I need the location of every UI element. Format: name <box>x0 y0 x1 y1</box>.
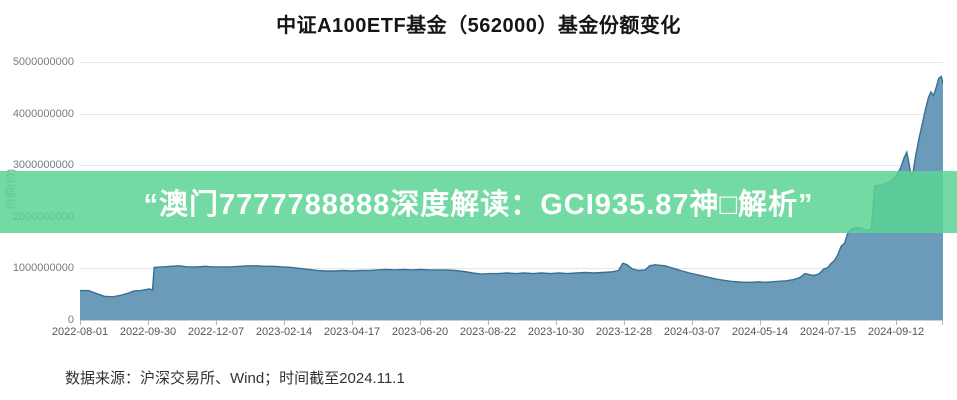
x-tick-mark <box>624 320 625 325</box>
data-source-note: 数据来源：沪深交易所、Wind；时间截至2024.11.1 <box>65 370 405 387</box>
x-tick-label: 2024-05-14 <box>731 326 789 338</box>
gridline <box>80 268 943 270</box>
x-tick-label: 2023-08-22 <box>459 326 517 338</box>
x-tick-mark <box>488 320 489 325</box>
watermark-banner: “澳门7777788888深度解读：GCI935.87神□解析” <box>0 171 957 233</box>
x-tick-mark <box>80 320 81 325</box>
watermark-text: “澳门7777788888深度解读：GCI935.87神□解析” <box>143 189 814 221</box>
x-tick-mark <box>284 320 285 325</box>
x-tick-label: 2023-12-28 <box>595 326 653 338</box>
y-tick-label: 1000000000 <box>12 262 74 275</box>
gridline <box>80 62 943 63</box>
y-tick-label: 4000000000 <box>12 107 74 120</box>
x-tick-mark <box>148 320 149 325</box>
x-tick-label: 2023-02-14 <box>255 326 313 338</box>
x-tick-label: 2022-08-01 <box>51 326 109 338</box>
x-tick-label: 2022-12-07 <box>187 326 245 338</box>
area-fill <box>80 76 943 320</box>
x-tick-label: 2023-06-20 <box>391 326 449 338</box>
x-tick-label: 2024-09-12 <box>867 326 925 338</box>
x-axis-line <box>80 320 943 321</box>
x-tick-mark <box>896 320 897 325</box>
x-tick-label: 2023-04-17 <box>323 326 381 338</box>
x-tick-mark <box>556 320 557 325</box>
x-tick-label: 2024-03-07 <box>663 326 721 338</box>
y-tick-label: 3000000000 <box>12 159 74 172</box>
gridline <box>80 113 943 115</box>
x-tick-label: 2024-07-15 <box>799 326 857 338</box>
x-tick-mark <box>828 320 829 325</box>
y-tick-label: 0 <box>67 314 74 326</box>
x-tick-mark <box>692 320 693 325</box>
x-tick-label: 2022-09-30 <box>119 326 177 338</box>
x-tick-mark <box>420 320 421 325</box>
x-tick-mark <box>760 320 761 325</box>
x-tick-label: 2023-10-30 <box>527 326 585 338</box>
y-tick-label: 5000000000 <box>12 56 74 68</box>
gridline <box>80 165 943 167</box>
chart-title: 中证A100ETF基金（562000）基金份额变化 <box>276 15 681 37</box>
x-tick-mark <box>352 320 353 325</box>
x-tick-mark <box>942 320 943 325</box>
x-tick-mark <box>216 320 217 325</box>
